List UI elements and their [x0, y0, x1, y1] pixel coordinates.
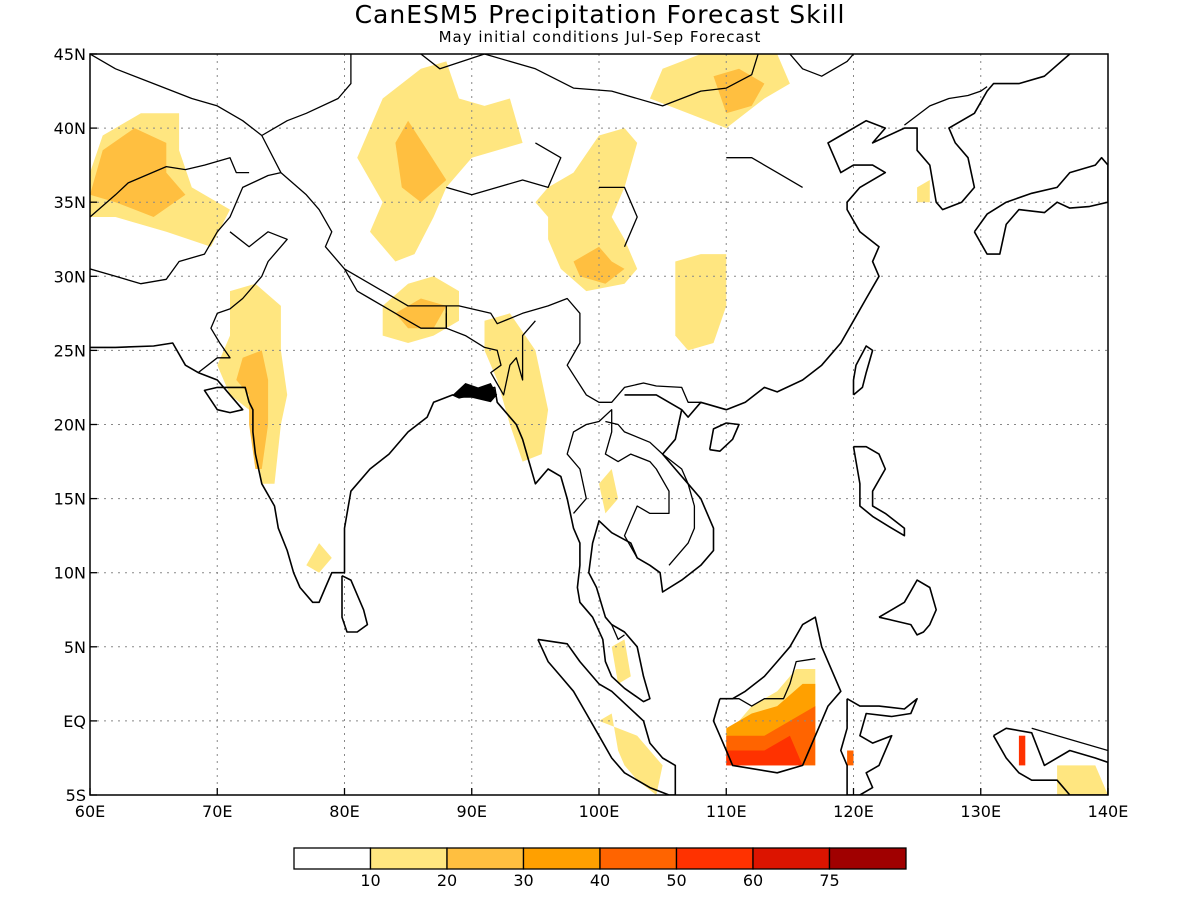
lat-tick-label: 5S — [66, 786, 86, 805]
legend-label-0: 10 — [360, 871, 380, 890]
bangladesh-delta — [452, 383, 498, 403]
coastlines-layer — [90, 54, 1108, 795]
border-3 — [789, 54, 854, 77]
skill-region-15 — [599, 469, 619, 514]
coastline-0 — [624, 54, 1071, 418]
coastline-2 — [341, 574, 369, 633]
legend-swatch-6 — [752, 847, 831, 870]
skill-region-8 — [713, 68, 765, 114]
lon-tick-label: 100E — [579, 802, 620, 821]
legend-swatch-1 — [369, 847, 448, 870]
skill-region-22 — [847, 750, 854, 766]
coastline-6 — [852, 445, 906, 537]
border-11 — [605, 420, 696, 566]
page-title: CanESM5 Precipitation Forecast Skill — [354, 0, 846, 29]
border-12 — [611, 624, 625, 641]
lon-tick-label: 80E — [329, 802, 359, 821]
lat-tick-label: 40N — [54, 119, 86, 138]
lat-tick-label: 45N — [54, 45, 86, 64]
skill-region-16 — [611, 639, 631, 684]
legend-label-4: 50 — [666, 871, 686, 890]
border-6 — [90, 171, 282, 285]
legend-label-6: 75 — [819, 871, 839, 890]
border-7 — [90, 157, 250, 218]
lon-tick-label: 60E — [75, 802, 105, 821]
colorbar-legend: 10 20 30 40 50 60 75 — [293, 847, 907, 890]
border-16 — [599, 186, 638, 247]
skill-region-6 — [675, 254, 727, 351]
border-8 — [445, 305, 536, 396]
skill-region-25 — [917, 180, 930, 203]
border-0 — [90, 54, 701, 403]
legend-label-3: 40 — [590, 871, 610, 890]
legend-swatch-0 — [293, 847, 372, 870]
legend-label-2: 30 — [513, 871, 533, 890]
coastline-4 — [712, 616, 842, 774]
legend-swatch-3 — [522, 847, 601, 870]
gridlines — [90, 54, 1108, 795]
lat-tick-label: EQ — [63, 712, 86, 731]
border-15 — [446, 142, 562, 196]
coastline-8 — [852, 345, 874, 396]
skill-region-1 — [90, 128, 186, 217]
legend-swatch-4 — [599, 847, 678, 870]
lon-tick-label: 70E — [202, 802, 232, 821]
border-5 — [197, 231, 288, 374]
legend-label-1: 20 — [437, 871, 457, 890]
skill-region-21 — [726, 735, 803, 766]
skill-region-24 — [1057, 765, 1108, 795]
lon-tick-label: 130E — [960, 802, 1001, 821]
axis-ticks: 60E 70E 80E 90E 100E 110E 120E 130E 140E 5S EQ 5N 10… — [54, 45, 1129, 821]
lat-tick-label: 35N — [54, 193, 86, 212]
skill-region-23 — [1018, 735, 1026, 766]
legend-swatch-5 — [675, 847, 754, 870]
lat-tick-label: 15N — [54, 490, 86, 509]
border-17 — [726, 157, 803, 188]
border-9 — [343, 268, 447, 329]
border-2 — [420, 54, 759, 107]
border-1 — [261, 54, 352, 137]
legend-label-5: 60 — [743, 871, 763, 890]
border-4 — [904, 86, 988, 126]
coastline-5 — [839, 697, 918, 795]
skill-region-4 — [535, 128, 638, 292]
border-14 — [1031, 727, 1108, 752]
coastline-1 — [90, 342, 715, 703]
coastline-10 — [973, 156, 1108, 255]
skill-region-2 — [357, 61, 523, 262]
legend-swatch-2 — [446, 847, 525, 870]
page-subtitle: May initial conditions Jul-Sep Forecast — [438, 28, 762, 46]
legend-swatch-7 — [828, 847, 907, 870]
lat-tick-label: 25N — [54, 341, 86, 360]
lon-tick-label: 110E — [706, 802, 747, 821]
lat-tick-label: 5N — [64, 638, 86, 657]
skill-region-3 — [395, 120, 447, 203]
lat-tick-label: 10N — [54, 564, 86, 583]
lon-tick-label: 90E — [457, 802, 487, 821]
border-13 — [726, 658, 816, 707]
coastline-9 — [708, 422, 740, 453]
border-10 — [566, 409, 670, 559]
skill-region-17 — [599, 713, 663, 795]
coastline-3 — [537, 638, 677, 795]
lat-tick-label: 30N — [54, 267, 86, 286]
lon-tick-label: 120E — [833, 802, 874, 821]
lon-tick-label: 140E — [1088, 802, 1129, 821]
coastline-7 — [878, 579, 938, 636]
skill-region-14 — [306, 543, 332, 573]
coastline-11 — [992, 727, 1108, 795]
lat-tick-label: 20N — [54, 416, 86, 435]
